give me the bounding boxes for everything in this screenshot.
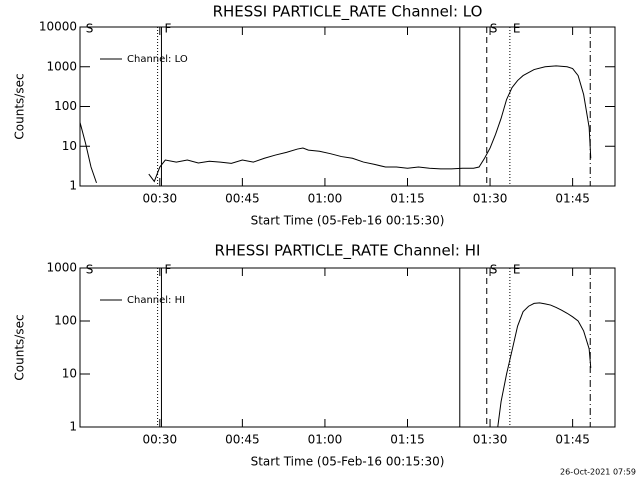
y-axis-label: Counts/sec xyxy=(13,73,27,139)
event-label: E xyxy=(513,22,521,36)
event-label: F xyxy=(164,22,171,36)
x-tick-label: 01:30 xyxy=(473,433,508,447)
y-tick-label: 100 xyxy=(54,314,77,328)
chart-title: RHESSI PARTICLE_RATE Channel: HI xyxy=(215,242,481,261)
x-tick-label: 01:45 xyxy=(555,192,590,206)
x-tick-label: 01:45 xyxy=(555,433,590,447)
x-tick-label: 01:00 xyxy=(308,192,343,206)
x-tick-label: 01:00 xyxy=(308,433,343,447)
x-tick-label: 00:45 xyxy=(225,192,260,206)
y-tick-label: 1000 xyxy=(46,261,77,275)
footer: 26-Oct-2021 07:59 xyxy=(560,468,636,477)
legend-label: Channel: LO xyxy=(127,54,188,65)
event-label: F xyxy=(164,263,171,277)
data-line xyxy=(497,302,592,428)
plot-frame xyxy=(79,267,616,428)
y-tick-label: 10 xyxy=(62,139,77,153)
event-label: S xyxy=(490,22,498,36)
y-axis-label: Counts/sec xyxy=(13,314,27,380)
event-label: E xyxy=(513,263,521,277)
y-tick-label: 100 xyxy=(54,99,77,113)
x-tick-label: 01:30 xyxy=(473,192,508,206)
x-tick-label: 01:15 xyxy=(390,433,425,447)
event-label: S xyxy=(86,22,94,36)
x-tick-label: 00:45 xyxy=(225,433,260,447)
x-tick-label: 00:30 xyxy=(143,192,178,206)
x-axis-label: Start Time (05-Feb-16 00:15:30) xyxy=(251,214,445,228)
y-tick-label: 10000 xyxy=(39,20,77,34)
event-label: S xyxy=(86,263,94,277)
y-tick-label: 1 xyxy=(69,179,77,193)
x-axis-label: Start Time (05-Feb-16 00:15:30) xyxy=(251,455,445,469)
event-label: S xyxy=(490,263,498,277)
y-tick-label: 10 xyxy=(62,367,77,381)
data-line xyxy=(79,65,592,184)
y-tick-label: 1 xyxy=(69,420,77,434)
x-tick-label: 00:30 xyxy=(143,433,178,447)
chart-title: RHESSI PARTICLE_RATE Channel: LO xyxy=(213,3,483,22)
x-tick-label: 01:15 xyxy=(390,192,425,206)
y-tick-label: 1000 xyxy=(46,59,77,73)
legend-label: Channel: HI xyxy=(127,295,185,306)
